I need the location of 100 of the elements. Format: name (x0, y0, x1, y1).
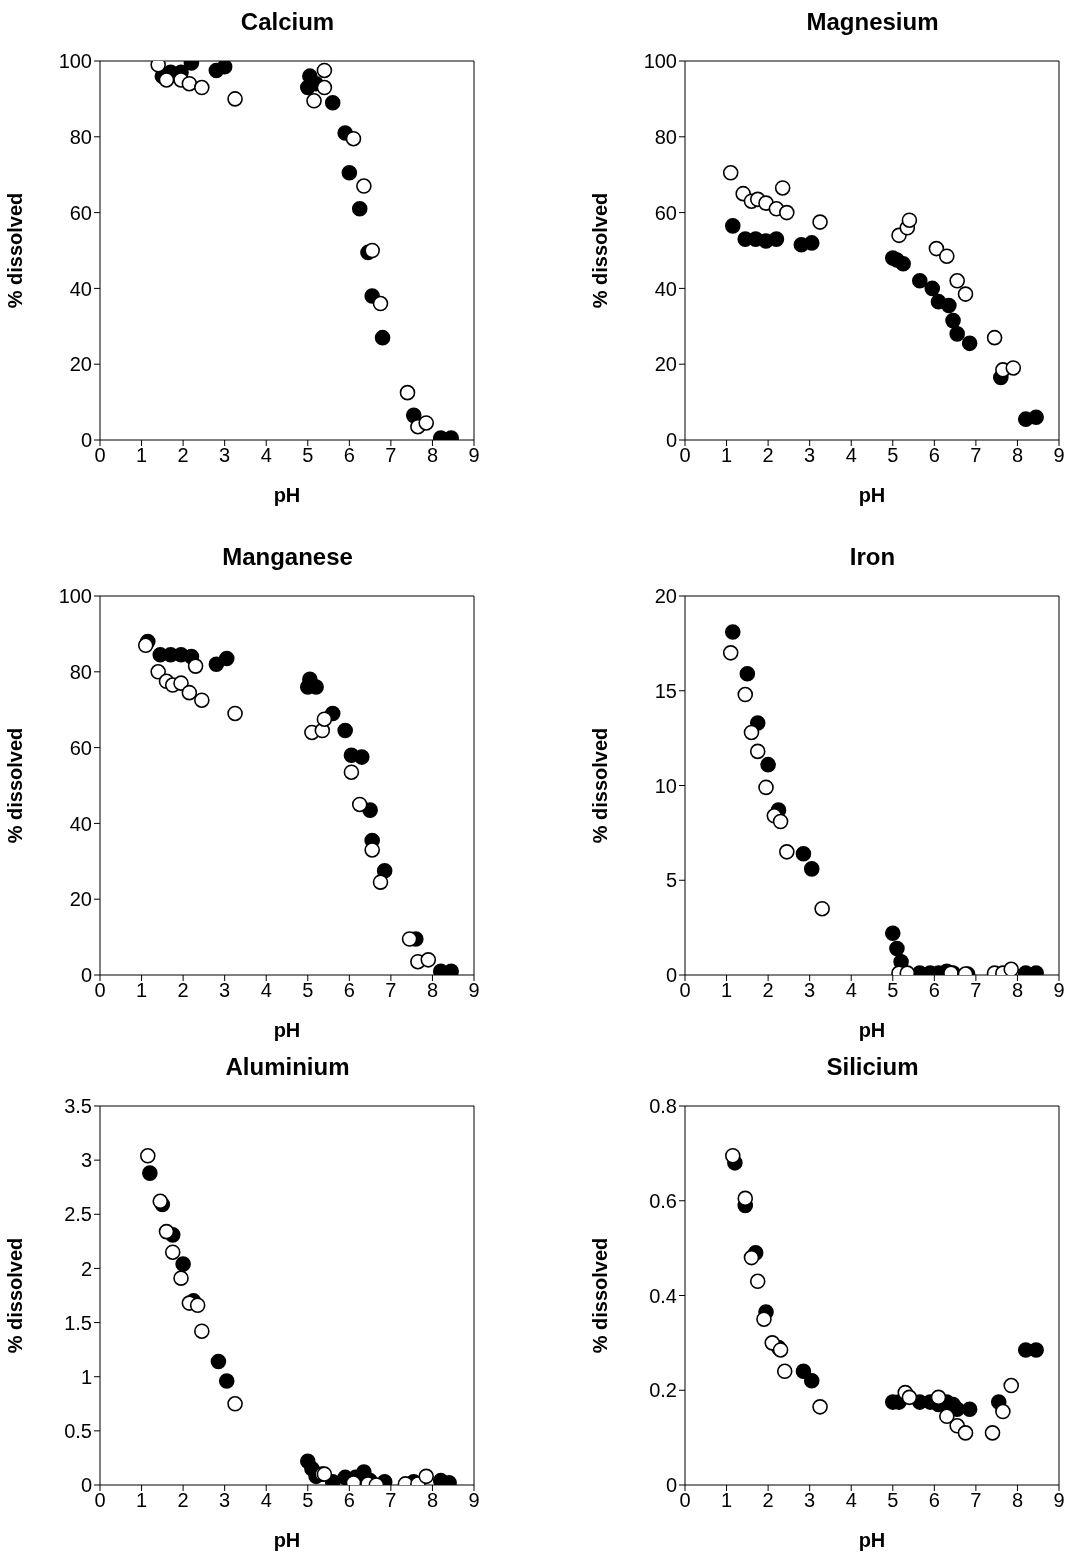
y-tick-label: 0 (665, 429, 677, 452)
y-tick-label: 40 (654, 277, 677, 300)
y-tick-label: 20 (69, 888, 92, 911)
x-axis-title: pH (273, 1019, 301, 1041)
y-tick-label: 2.5 (64, 1203, 92, 1226)
x-tick-label: 6 (928, 444, 940, 467)
x-tick-label: 8 (426, 1489, 439, 1512)
x-tick-label: 4 (260, 1489, 272, 1512)
x-tick-label: 0 (679, 444, 691, 467)
x-tick-label: 8 (1011, 444, 1024, 467)
x-tick-label: 9 (1053, 1489, 1065, 1512)
x-tick-label: 3 (219, 1489, 231, 1512)
x-tick-label: 8 (1011, 1489, 1024, 1512)
x-tick-label: 1 (135, 979, 148, 1002)
y-tick-label: 60 (69, 201, 92, 224)
x-tick-label: 4 (260, 444, 272, 467)
x-tick-label: 8 (1011, 979, 1024, 1002)
chart-title: Calcium (239, 7, 336, 37)
y-tick-label: 0 (665, 1474, 677, 1497)
x-tick-label: 7 (385, 444, 397, 467)
chart-title: Aluminium (224, 1052, 351, 1082)
y-tick-label: 0.4 (649, 1284, 677, 1307)
x-tick-label: 6 (343, 444, 355, 467)
y-tick-label: 60 (69, 736, 92, 759)
chart-title: Silicium (825, 1052, 920, 1082)
y-axis-title: % dissolved (4, 192, 27, 309)
y-axis-title: % dissolved (4, 1237, 27, 1354)
x-tick-label: 2 (177, 1489, 189, 1512)
x-tick-label: 2 (177, 444, 189, 467)
x-tick-label: 1 (720, 444, 733, 467)
y-tick-label: 5 (665, 869, 677, 892)
x-tick-label: 0 (94, 1489, 106, 1512)
x-tick-label: 5 (302, 1489, 314, 1512)
x-tick-label: 7 (970, 979, 982, 1002)
x-tick-label: 1 (135, 444, 148, 467)
y-tick-label: 15 (654, 679, 677, 702)
x-tick-label: 3 (219, 444, 231, 467)
x-tick-label: 6 (343, 979, 355, 1002)
y-tick-label: 2 (80, 1257, 92, 1280)
y-axis-title: % dissolved (4, 727, 27, 844)
x-tick-label: 0 (679, 979, 691, 1002)
x-tick-label: 2 (762, 444, 774, 467)
x-axis-title: pH (273, 1529, 301, 1551)
x-tick-label: 7 (385, 1489, 397, 1512)
chart-title: Magnesium (805, 7, 940, 37)
y-tick-label: 1 (80, 1365, 92, 1388)
y-tick-label: 100 (643, 50, 677, 73)
x-tick-label: 5 (887, 979, 899, 1002)
y-tick-label: 0 (80, 1474, 92, 1497)
x-tick-label: 6 (928, 979, 940, 1002)
x-tick-label: 2 (762, 979, 774, 1002)
x-tick-label: 4 (260, 979, 272, 1002)
y-tick-label: 0 (80, 429, 92, 452)
y-tick-label: 100 (58, 585, 92, 608)
y-tick-label: 10 (654, 774, 677, 797)
y-tick-label: 40 (69, 812, 92, 835)
x-tick-label: 5 (887, 444, 899, 467)
y-axis-title: % dissolved (589, 192, 612, 309)
y-tick-label: 0.5 (64, 1419, 92, 1442)
x-axis-title: pH (273, 484, 301, 506)
x-tick-label: 9 (1053, 444, 1065, 467)
y-tick-label: 80 (69, 660, 92, 683)
x-tick-label: 5 (887, 1489, 899, 1512)
chart-title: Iron (848, 542, 897, 572)
x-tick-label: 6 (343, 1489, 355, 1512)
x-tick-label: 5 (302, 444, 314, 467)
x-tick-label: 2 (177, 979, 189, 1002)
x-tick-label: 7 (970, 444, 982, 467)
x-tick-label: 4 (845, 979, 857, 1002)
y-axis-title: % dissolved (589, 1237, 612, 1354)
x-tick-label: 1 (720, 979, 733, 1002)
y-tick-label: 100 (58, 50, 92, 73)
x-tick-label: 0 (94, 979, 106, 1002)
x-tick-label: 4 (845, 444, 857, 467)
x-axis-title: pH (858, 1529, 886, 1551)
x-tick-label: 1 (720, 1489, 733, 1512)
x-tick-label: 7 (385, 979, 397, 1002)
x-tick-label: 9 (1053, 979, 1065, 1002)
x-tick-label: 4 (845, 1489, 857, 1512)
y-tick-label: 3.5 (64, 1095, 92, 1118)
x-tick-label: 7 (970, 1489, 982, 1512)
x-tick-label: 1 (135, 1489, 148, 1512)
x-tick-label: 3 (219, 979, 231, 1002)
y-tick-label: 0 (665, 964, 677, 987)
y-tick-label: 0 (80, 964, 92, 987)
y-tick-label: 20 (654, 585, 677, 608)
y-tick-label: 3 (80, 1149, 92, 1172)
y-tick-label: 40 (69, 277, 92, 300)
x-tick-label: 3 (804, 979, 816, 1002)
x-tick-label: 0 (679, 1489, 691, 1512)
x-tick-label: 6 (928, 1489, 940, 1512)
y-axis-title: % dissolved (589, 727, 612, 844)
x-tick-label: 9 (468, 979, 480, 1002)
y-tick-label: 1.5 (64, 1311, 92, 1334)
x-tick-label: 5 (302, 979, 314, 1002)
y-tick-label: 80 (654, 125, 677, 148)
x-axis-title: pH (858, 484, 886, 506)
x-tick-label: 8 (426, 979, 439, 1002)
x-tick-label: 3 (804, 444, 816, 467)
y-tick-label: 20 (654, 353, 677, 376)
